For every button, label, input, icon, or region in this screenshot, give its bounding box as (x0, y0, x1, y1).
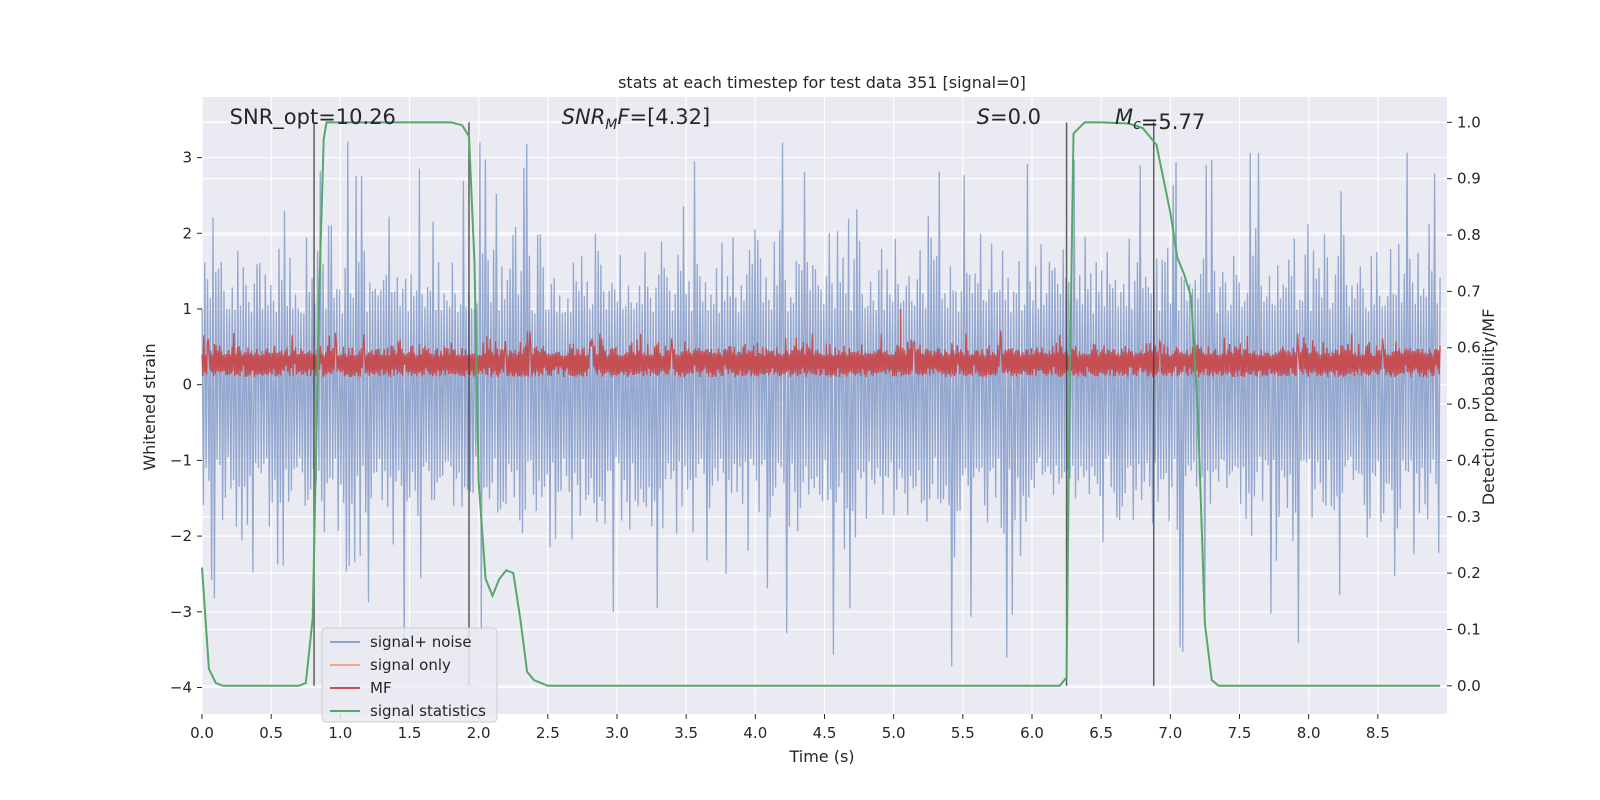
annotation-text: Mc=5.77 (1115, 105, 1205, 134)
y2-tick-label: 0.9 (1457, 170, 1481, 188)
annotation-base: M (1115, 105, 1133, 129)
y-axis: 3 2 1 0 −1 −2 −3 −4 (170, 149, 202, 697)
y2-tick-label: 0.8 (1457, 226, 1481, 244)
x-tick-label: 2.5 (536, 724, 560, 742)
signal-noise-line (201, 141, 1441, 667)
series-signal-statistics (201, 121, 1441, 687)
y2-tick-label: 0.2 (1457, 564, 1481, 582)
legend-label: MF (370, 679, 392, 697)
x-tick-label: 0.0 (190, 724, 214, 742)
y2-axis-label: Detection probability/MF (1479, 309, 1498, 506)
y2-axis: 1.0 0.9 0.8 0.7 0.6 0.5 0.4 0.3 0.2 0.1 0.0 (1447, 113, 1481, 695)
x-tick-label: 1.5 (398, 724, 422, 742)
annotation-value: =5.77 (1141, 110, 1205, 134)
x-tick-label: 2.0 (467, 724, 491, 742)
series-mf (201, 308, 1441, 378)
x-tick-label: 4.5 (813, 724, 837, 742)
annotation-value: =10.26 (318, 105, 396, 129)
y2-tick-label: 0.7 (1457, 282, 1481, 300)
annotation-base: SNR_opt (230, 105, 319, 130)
y-tick-label: 2 (182, 224, 192, 242)
legend-label: signal statistics (370, 702, 486, 720)
annotation-base: SNR (562, 105, 606, 129)
x-tick-label: 4.0 (743, 724, 767, 742)
y-tick-label: −1 (170, 451, 192, 469)
signal-statistics-line (201, 121, 1441, 687)
annotation-tail: F (617, 105, 630, 129)
annotation-subscript: M (605, 117, 617, 133)
annotations: SNR_opt=10.26 SNRMF=[4.32] S=0.0 Mc=5.77 (230, 105, 1206, 134)
y-tick-label: 1 (182, 300, 192, 318)
y2-tick-label: 0.4 (1457, 451, 1481, 469)
annotation-text: S=0.0 (977, 105, 1041, 129)
x-tick-label: 3.5 (674, 724, 698, 742)
y-axis-label: Whitened strain (140, 343, 159, 470)
x-tick-label: 7.5 (1228, 724, 1252, 742)
y-tick-label: 0 (182, 376, 192, 394)
x-tick-label: 6.0 (1020, 724, 1044, 742)
x-tick-label: 1.0 (328, 724, 352, 742)
annotation-text: SNR_opt=10.26 (230, 105, 396, 130)
chart-title: stats at each timestep for test data 351… (618, 73, 1026, 92)
y2-tick-label: 0.3 (1457, 508, 1481, 526)
annotation-value: =0.0 (990, 105, 1041, 129)
x-tick-label: 3.0 (605, 724, 629, 742)
x-tick-label: 8.5 (1366, 724, 1390, 742)
y-tick-label: −3 (170, 603, 192, 621)
x-tick-label: 6.5 (1089, 724, 1113, 742)
y2-tick-label: 0.5 (1457, 395, 1481, 413)
x-tick-label: 5.5 (951, 724, 975, 742)
x-tick-label: 0.5 (259, 724, 283, 742)
x-tick-label: 7.0 (1158, 724, 1182, 742)
annotation-base: S (977, 105, 990, 129)
x-axis: 0.0 0.5 1.0 1.5 2.0 2.5 3.0 3.5 4.0 4.5 5.0 5.5 6.0 6… (190, 714, 1390, 742)
legend-label: signal+ noise (370, 633, 472, 651)
annotation-text: SNRMF=[4.32] (562, 105, 711, 133)
legend: signal+ noise signal only MF signal statist… (321, 627, 498, 723)
y-tick-label: 3 (182, 149, 192, 167)
legend-box (321, 627, 498, 723)
y-tick-label: −2 (170, 527, 192, 545)
y2-tick-label: 0.6 (1457, 339, 1481, 357)
y2-tick-label: 0.0 (1457, 677, 1481, 695)
annotation-value: =[4.32] (629, 105, 710, 129)
y-tick-label: −4 (170, 679, 192, 697)
y2-tick-label: 1.0 (1457, 113, 1481, 131)
legend-label: signal only (370, 656, 451, 674)
series-signal-noise (201, 141, 1441, 667)
y2-tick-label: 0.1 (1457, 620, 1481, 638)
x-tick-label: 8.0 (1297, 724, 1321, 742)
x-tick-label: 5.0 (882, 724, 906, 742)
mf-line (201, 330, 1441, 378)
annotation-subscript: c (1133, 117, 1141, 133)
x-axis-label: Time (s) (788, 747, 854, 766)
